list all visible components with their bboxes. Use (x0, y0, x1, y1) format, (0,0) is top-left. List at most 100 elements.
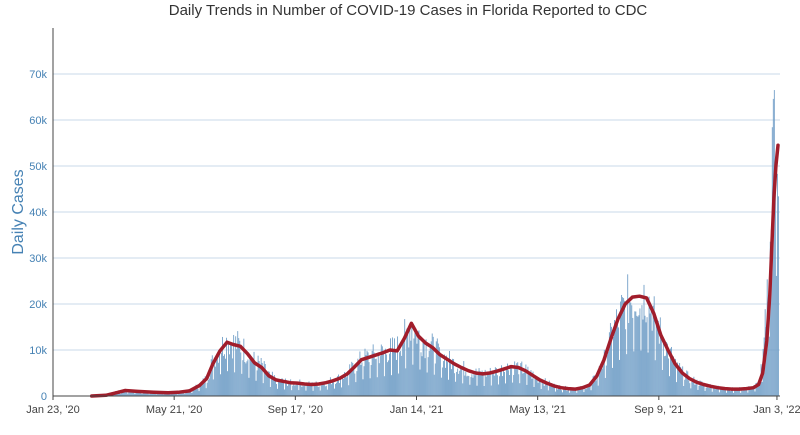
case-bar (154, 392, 156, 396)
case-bar (447, 362, 448, 396)
case-bar (686, 370, 688, 396)
case-bar (278, 379, 279, 396)
case-bar (627, 274, 629, 396)
case-bar (637, 316, 639, 396)
case-bar (493, 375, 495, 396)
case-bar (576, 392, 578, 396)
case-bar (176, 392, 178, 396)
case-bar (311, 382, 313, 396)
case-bar (397, 336, 399, 396)
case-bar (490, 385, 492, 396)
case-bar (240, 352, 242, 396)
case-bar (599, 371, 601, 396)
case-bar (584, 385, 586, 396)
case-bar (428, 351, 430, 396)
case-bar (681, 368, 683, 396)
case-bar (161, 393, 163, 396)
case-bar (450, 359, 451, 396)
case-bar (353, 368, 355, 396)
case-bar (284, 389, 285, 396)
case-bar (300, 383, 302, 396)
case-bar (410, 340, 412, 396)
case-bar (657, 320, 659, 396)
case-bar (761, 382, 763, 396)
case-bar (226, 337, 227, 396)
case-bar (269, 386, 271, 396)
case-bar (389, 353, 390, 396)
case-bar (123, 391, 125, 396)
case-bar (501, 365, 502, 396)
case-bar (289, 383, 291, 396)
case-bar (714, 389, 716, 396)
x-tick-label: Sep 17, '20 (268, 404, 323, 416)
case-bar (248, 377, 250, 396)
case-bar (749, 389, 751, 396)
case-bar (185, 390, 187, 396)
case-bar (205, 388, 207, 396)
case-bar (636, 315, 638, 396)
case-bar (170, 394, 171, 396)
case-bar (258, 361, 260, 396)
case-bar (441, 367, 443, 396)
case-bar (365, 355, 367, 396)
case-bar (563, 389, 564, 396)
case-bar (648, 296, 650, 396)
case-bar (438, 347, 440, 396)
case-bar (368, 362, 370, 396)
case-bar (250, 358, 252, 396)
case-bar (486, 371, 488, 396)
case-bar (458, 373, 460, 396)
case-bar (241, 373, 243, 396)
case-bar (142, 391, 144, 396)
case-bar (232, 358, 234, 396)
case-bar (274, 379, 276, 396)
case-bar (588, 384, 590, 396)
case-bar (212, 379, 214, 396)
case-bar (650, 305, 652, 396)
case-bar (600, 368, 602, 396)
case-bar (693, 376, 695, 396)
case-bar (334, 388, 335, 396)
case-bar (127, 393, 129, 396)
case-bar (327, 381, 329, 396)
case-bar (395, 350, 396, 396)
case-bar (776, 173, 778, 396)
case-bar (735, 388, 737, 396)
case-bar (360, 365, 362, 396)
case-bar (308, 381, 310, 396)
case-bar (296, 382, 298, 396)
case-bar (758, 380, 760, 396)
case-bar (204, 376, 206, 396)
case-bar (342, 378, 344, 396)
case-bar (775, 275, 777, 396)
case-bar (575, 389, 577, 396)
case-bar (751, 387, 753, 396)
case-bar (242, 360, 244, 396)
case-bar (631, 305, 633, 396)
case-bar (557, 389, 558, 396)
case-bar (740, 392, 742, 396)
case-bar (694, 384, 696, 396)
case-bar (181, 392, 183, 396)
case-bar (482, 374, 484, 396)
case-bar (773, 90, 775, 397)
case-bar (218, 353, 220, 396)
case-bar (304, 382, 306, 396)
x-tick-label: May 21, '20 (146, 404, 203, 416)
case-bar (435, 341, 437, 396)
case-bar (640, 350, 642, 396)
y-axis-label: Daily Cases (10, 169, 27, 254)
case-bar (270, 376, 272, 396)
case-bar (578, 387, 580, 396)
case-bar (718, 392, 720, 396)
case-bar (140, 391, 142, 396)
case-bar (196, 387, 198, 396)
case-bar (683, 386, 685, 396)
case-bar (136, 392, 138, 396)
case-bar (235, 336, 237, 396)
case-bar (351, 361, 353, 396)
case-bar (419, 369, 421, 396)
case-bar (370, 365, 372, 396)
case-bar (573, 389, 575, 396)
case-bar (654, 360, 656, 396)
